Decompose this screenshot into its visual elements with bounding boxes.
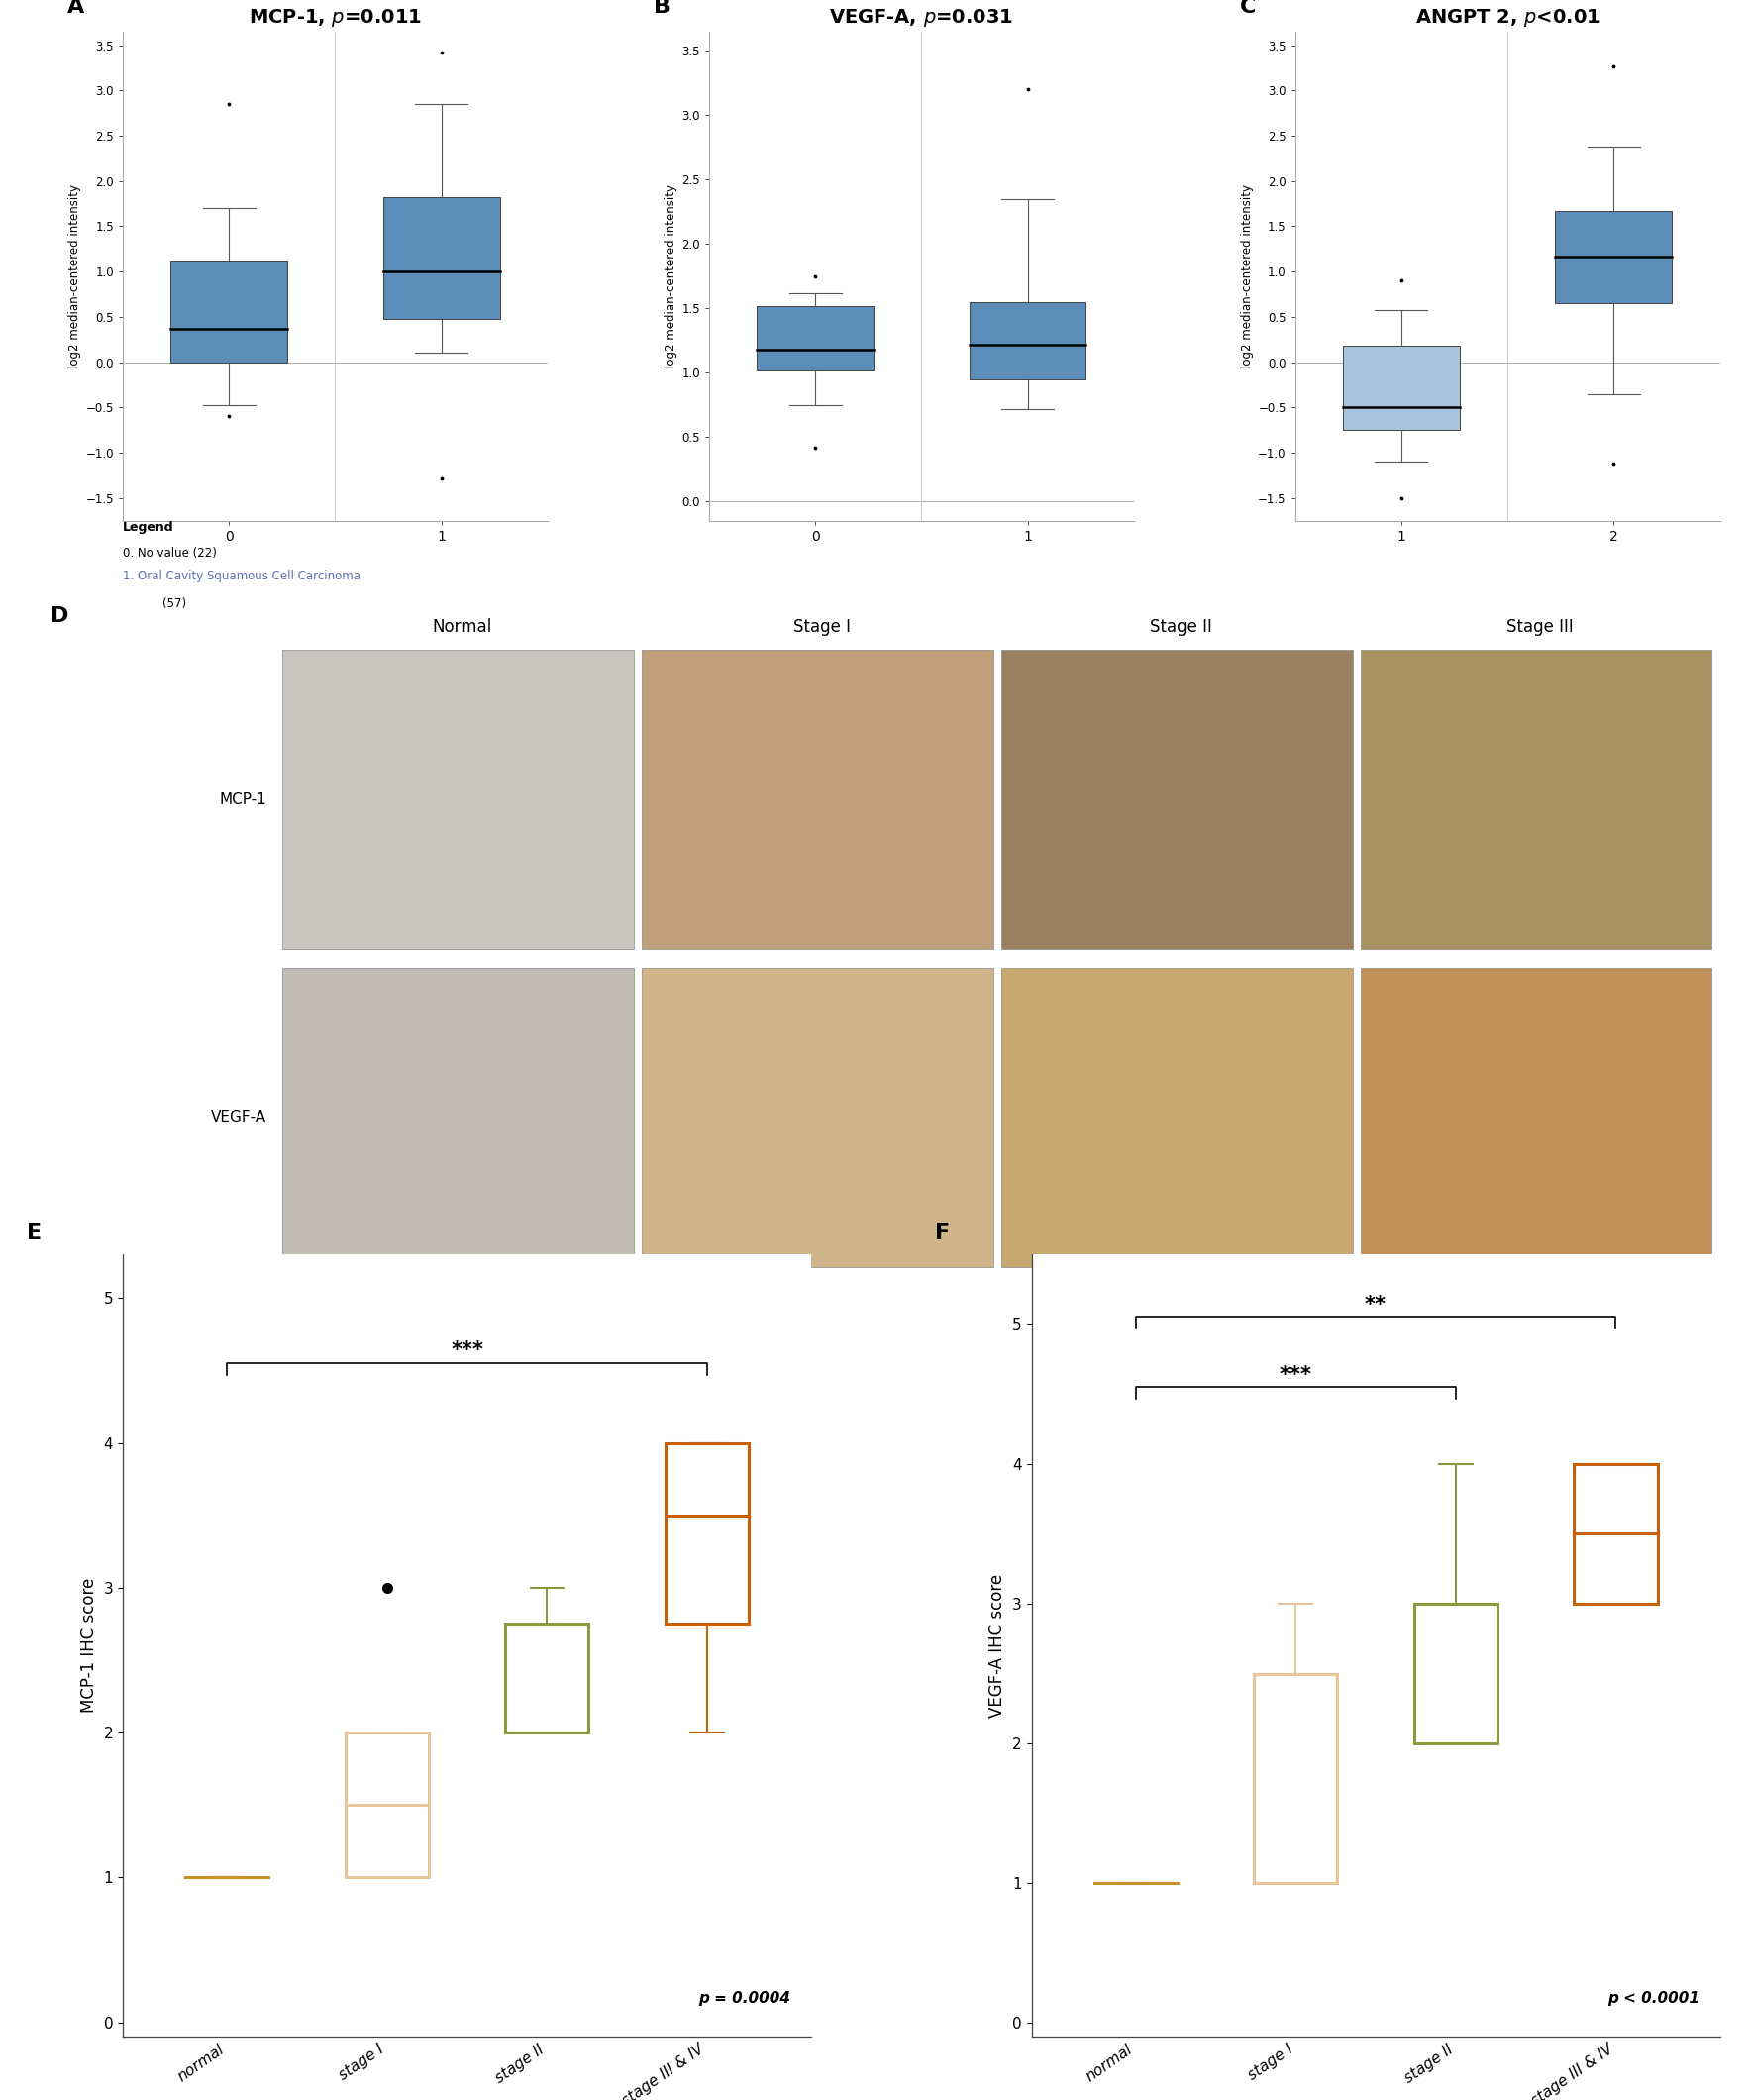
Bar xyxy=(642,968,993,1266)
Text: Normal: Normal xyxy=(432,620,491,636)
Bar xyxy=(665,1443,749,1623)
Bar xyxy=(1360,651,1711,949)
Bar xyxy=(1000,968,1353,1266)
Text: 1. Oral Cavity Squamous Cell Carcinoma: 1. Oral Cavity Squamous Cell Carcinoma xyxy=(123,569,360,584)
Bar xyxy=(1360,968,1711,1266)
Y-axis label: log2 median-centered intensity: log2 median-centered intensity xyxy=(1241,185,1253,368)
Text: VEGF-A: VEGF-A xyxy=(211,1111,267,1126)
Text: **: ** xyxy=(1365,1294,1386,1315)
Bar xyxy=(346,1732,428,1877)
Y-axis label: VEGF-A IHC score: VEGF-A IHC score xyxy=(988,1573,1007,1718)
Bar xyxy=(283,651,634,949)
Bar xyxy=(1415,1604,1497,1743)
Title: VEGF-A, $p$=0.031: VEGF-A, $p$=0.031 xyxy=(828,8,1014,29)
Text: ***: *** xyxy=(1279,1365,1313,1384)
Text: Stage II: Stage II xyxy=(1150,620,1213,636)
Text: C: C xyxy=(1241,0,1257,17)
Bar xyxy=(1555,210,1673,302)
Bar xyxy=(283,968,634,1266)
Text: Legend: Legend xyxy=(123,521,174,533)
Bar xyxy=(170,260,288,361)
Text: Stage III: Stage III xyxy=(1508,620,1574,636)
Bar xyxy=(505,1623,588,1732)
Bar xyxy=(383,197,500,319)
Bar xyxy=(1574,1464,1657,1604)
Text: B: B xyxy=(655,0,670,17)
Title: ANGPT 2, $p$<0.01: ANGPT 2, $p$<0.01 xyxy=(1415,8,1601,29)
Bar xyxy=(756,307,874,370)
Text: MCP-1: MCP-1 xyxy=(219,792,267,806)
Bar xyxy=(1255,1674,1337,1884)
Text: D: D xyxy=(51,605,68,626)
Text: E: E xyxy=(26,1222,42,1243)
Bar xyxy=(642,651,993,949)
Y-axis label: log2 median-centered intensity: log2 median-centered intensity xyxy=(68,185,81,368)
Y-axis label: log2 median-centered intensity: log2 median-centered intensity xyxy=(665,185,677,368)
Text: (57): (57) xyxy=(163,596,186,611)
Bar xyxy=(1343,346,1460,430)
Text: Stage I: Stage I xyxy=(793,620,849,636)
Text: p = 0.0004: p = 0.0004 xyxy=(698,1991,790,2006)
Y-axis label: MCP-1 IHC score: MCP-1 IHC score xyxy=(81,1579,98,1714)
Text: p < 0.0001: p < 0.0001 xyxy=(1608,1991,1699,2006)
Title: MCP-1, $p$=0.011: MCP-1, $p$=0.011 xyxy=(249,8,421,29)
Bar xyxy=(969,302,1086,380)
Text: A: A xyxy=(68,0,84,17)
Text: F: F xyxy=(935,1222,949,1243)
Bar xyxy=(1000,651,1353,949)
Text: 0. No value (22): 0. No value (22) xyxy=(123,546,218,559)
Text: ***: *** xyxy=(451,1340,483,1361)
